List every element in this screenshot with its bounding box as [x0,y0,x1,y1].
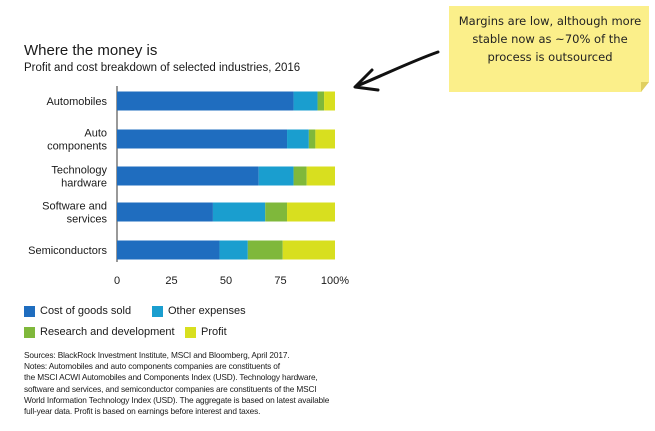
sources-line: full-year data. Profit is based on earni… [24,406,261,417]
chart-subtitle: Profit and cost breakdown of selected in… [24,62,301,74]
category-label: Semiconductors [28,245,107,257]
legend-label: Profit [201,326,227,338]
annotation-arrow-head [353,68,380,92]
legend-swatch [152,305,163,317]
sticky-note-fold [641,82,649,92]
sources-notes: Sources: BlackRock Investment Institute,… [24,350,354,417]
category-label: Software and [42,201,107,213]
legend-swatch [185,326,196,338]
bar-segment [117,129,288,149]
bar-segment [265,202,288,222]
annotation-line: process is outsourced [487,50,613,64]
chart-title: Where the money is [24,42,158,59]
annotation-arrow-shaft [355,50,440,88]
annotation-line: stable now as ~70% of the [472,32,628,46]
annotation-text: Margins are low, although more stable no… [452,12,648,66]
legend-item: Cost of goods sold [24,305,131,317]
category-label: services [67,214,108,226]
category-label: Automobiles [46,96,107,108]
category-label: hardware [61,178,107,190]
bar-segment [293,91,318,111]
bar-segment [308,129,316,149]
sources-line: Notes: Automobiles and auto components c… [24,361,280,372]
legend-label: Cost of goods sold [40,305,132,317]
category-label: Auto [84,128,107,140]
bar-segment [317,91,325,111]
sources-line: software and services, and semiconductor… [24,383,317,394]
bar-segment [219,240,248,260]
bar-segment [282,240,335,260]
sources-line: World Information Technology Index (USD)… [24,394,330,405]
bar-segment [258,166,294,186]
sources-line: the MSCI ACWI Automobiles and Components… [24,372,318,383]
bar-segment [287,202,335,222]
bar-segment [293,166,307,186]
legend-label: Other expenses [168,305,246,317]
x-tick-label: 100% [321,275,349,287]
bar-segment [117,240,220,260]
bar-segment [306,166,335,186]
legend-label: Research and development [40,326,175,338]
bar-segment [324,91,335,111]
x-tick-label: 75 [274,275,286,287]
legend-item: Profit [185,326,227,338]
bar-segment [117,202,213,222]
bar-segment [287,129,309,149]
sources-line: Sources: BlackRock Investment Institute,… [24,350,290,360]
category-label: components [47,141,107,153]
bar-segment [117,166,259,186]
legend-item: Research and development [24,326,175,338]
annotation-line: Margins are low, although more [458,14,642,28]
x-tick-label: 25 [165,275,177,287]
sticky-note [449,6,649,92]
x-tick-label: 50 [220,275,232,287]
x-tick-label: 0 [114,275,120,287]
bar-segment [212,202,266,222]
category-label: Technology [51,165,107,177]
bar-segment [117,91,294,111]
bar-segment [315,129,335,149]
bar-segment [247,240,283,260]
legend-swatch [24,305,35,317]
legend-item: Other expenses [152,305,246,317]
legend-swatch [24,326,35,338]
